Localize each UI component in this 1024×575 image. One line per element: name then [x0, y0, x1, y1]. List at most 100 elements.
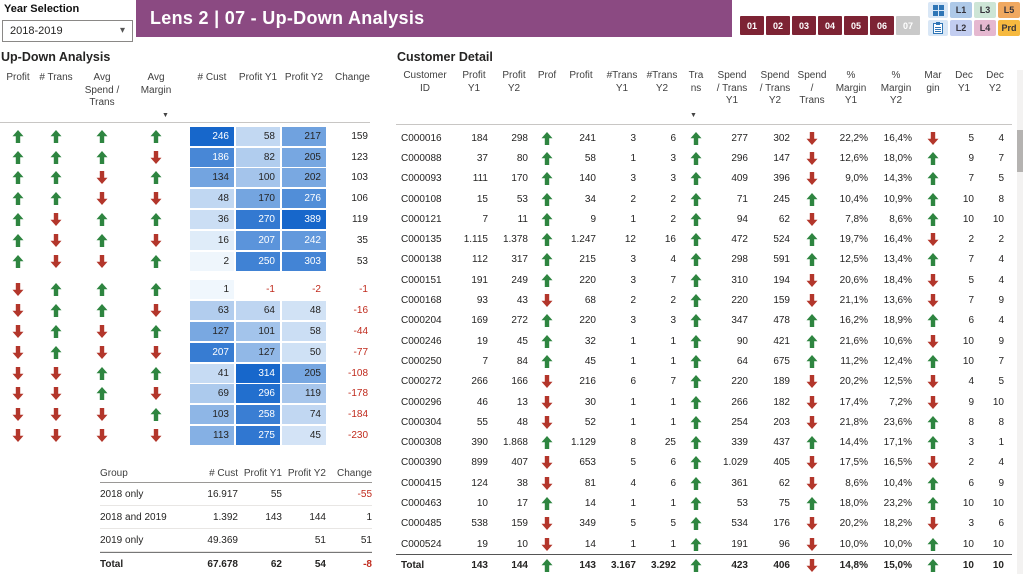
table-row[interactable]: C000272 266 166 216 6 7 220 189 20,2% 12,5% 4 5 [396, 372, 1012, 392]
table-row[interactable]: C000121 7 11 9 1 2 94 62 7,8% 8,6% 10 10 [396, 209, 1012, 229]
up-arrow [682, 537, 710, 551]
table-row[interactable]: C000108 15 53 34 2 2 71 245 10,4% 10,9% 10 8 [396, 189, 1012, 209]
year-selection-dropdown[interactable]: 2018-2019 ▾ [2, 20, 133, 42]
up-arrow-icon [927, 496, 939, 510]
filter-icon[interactable]: ▼ [690, 112, 697, 119]
cell: 34 [584, 193, 596, 205]
up-arrow [682, 172, 710, 186]
table-row[interactable]: C000093 111 170 140 3 3 409 396 9,0% 14,3% 7 5 [396, 169, 1012, 189]
table-row[interactable]: C000415 124 38 81 4 6 361 62 8,6% 10,4% 6 9 [396, 473, 1012, 493]
table-row[interactable]: C000204 169 272 220 3 3 347 478 16,2% 18,9% 6 4 [396, 311, 1012, 331]
up-arrow [682, 395, 710, 409]
up-arrow-icon [541, 496, 553, 510]
table-row[interactable]: C000135 1.115 1.378 1.247 12 16 472 524 19,7% 16,… [396, 229, 1012, 249]
table-grid-icon-button[interactable] [928, 2, 948, 18]
summary-row[interactable]: 2018 only 16.917 55 -55 [100, 483, 372, 506]
down-arrow [36, 233, 76, 247]
page-button-01[interactable]: 01 [740, 16, 764, 35]
quick-nav-L2[interactable]: L2 [950, 20, 972, 36]
cell: 18,0% [883, 152, 912, 164]
y1-cell: 314 [236, 363, 280, 383]
quick-nav-Prd[interactable]: Prd [998, 20, 1020, 36]
up-arrow [76, 129, 128, 143]
page-button-05[interactable]: 05 [844, 16, 868, 35]
table-row[interactable]: C000304 55 48 52 1 1 254 203 21,8% 23,6% 8 8 [396, 412, 1012, 432]
table-row[interactable]: C000088 37 80 58 1 3 296 147 12,6% 18,0% 9 7 [396, 148, 1012, 168]
page-button-07[interactable]: 07 [896, 16, 920, 35]
table-row[interactable]: C000296 46 13 30 1 1 266 182 17,4% 7,2% 9 10 [396, 392, 1012, 412]
table-row[interactable]: C000390 899 407 653 5 6 1.029 405 17,5% 16,5% 2 4 [396, 453, 1012, 473]
cell: 8,6% [889, 213, 912, 225]
table-row[interactable]: C000138 112 317 215 3 4 298 591 12,5% 13,4% 7 4 [396, 250, 1012, 270]
filter-icon[interactable]: ▼ [162, 112, 169, 119]
updown-col-header: Avg Spend / Trans [84, 72, 120, 108]
up-arrow [36, 129, 76, 143]
scrollbar[interactable] [1017, 70, 1023, 574]
table-row[interactable]: 207 127 50 -77 [0, 342, 370, 363]
customer-detail-panel: Customer Detail Customer ID Profit Y1 Prof… [396, 46, 1024, 574]
table-row[interactable]: 69 296 119 -178 [0, 384, 370, 405]
cell: 5 [968, 132, 974, 144]
y1-cell: 64 [236, 301, 280, 321]
table-row[interactable]: 127 101 58 -44 [0, 321, 370, 342]
page-button-02[interactable]: 02 [766, 16, 790, 35]
table-row[interactable]: C000485 538 159 349 5 5 534 176 20,2% 18,2% 3 6 [396, 514, 1012, 534]
table-row[interactable]: C000246 19 45 32 1 1 90 421 21,6% 10,6% 10 9 [396, 331, 1012, 351]
table-row[interactable]: 48 170 276 106 [0, 188, 370, 209]
up-arrow-icon [690, 476, 702, 490]
table-row[interactable]: 63 64 48 -16 [0, 300, 370, 321]
table-row[interactable]: C000168 93 43 68 2 2 220 159 21,1% 13,6% 7 9 [396, 290, 1012, 310]
customer-col-header: #Trans Y1 [606, 70, 638, 94]
cell: 68 [584, 295, 596, 307]
table-row[interactable]: C000463 10 17 14 1 1 53 75 18,0% 23,2% 10 10 [396, 493, 1012, 513]
down-arrow [36, 408, 76, 422]
table-row[interactable]: C000151 191 249 220 3 7 310 194 20,6% 18,4% 5 4 [396, 270, 1012, 290]
cell: 16,4% [883, 234, 912, 246]
page-button-03[interactable]: 03 [792, 16, 816, 35]
table-row[interactable]: 1 -1 -2 -1 [0, 280, 370, 301]
change-cell: 35 [356, 234, 368, 246]
summary-row[interactable]: 2018 and 2019 1.392 143 144 1 [100, 506, 372, 529]
quick-nav-L4[interactable]: L4 [974, 20, 996, 36]
quick-nav-L5[interactable]: L5 [998, 2, 1020, 18]
cell: 10 [516, 538, 528, 550]
page-button-04[interactable]: 04 [818, 16, 842, 35]
cell: 6 [670, 477, 676, 489]
table-row[interactable]: 113 275 45 -230 [0, 425, 370, 446]
cell: 45 [516, 335, 528, 347]
up-arrow [36, 325, 76, 339]
table-row[interactable]: 2 250 303 53 [0, 251, 370, 272]
table-row[interactable]: C000016 184 298 241 3 6 277 302 22,2% 16,4% 5 4 [396, 128, 1012, 148]
clipboard-icon-button[interactable] [928, 20, 948, 36]
table-row[interactable]: 36 270 389 119 [0, 209, 370, 230]
table-row[interactable]: 103 258 74 -184 [0, 404, 370, 425]
cell: 10 [992, 538, 1004, 550]
table-row[interactable]: C000250 7 84 45 1 1 64 675 11,2% 12,4% 10 7 [396, 351, 1012, 371]
up-arrow [128, 254, 184, 268]
cell: 7 [968, 254, 974, 266]
table-row[interactable]: 186 82 205 123 [0, 147, 370, 168]
down-arrow [534, 375, 560, 389]
cell: 112 [472, 254, 488, 266]
up-arrow [534, 354, 560, 368]
up-arrow-icon [927, 314, 939, 328]
table-row[interactable]: 246 58 217 159 [0, 126, 370, 147]
cell: 2 [670, 193, 676, 205]
table-row[interactable]: 134 100 202 103 [0, 168, 370, 189]
down-arrow-icon [150, 429, 162, 443]
cell: 266 [471, 376, 488, 388]
cell: 14,3% [883, 173, 912, 185]
table-row[interactable]: C000308 390 1.868 1.129 8 25 339 437 14,4% 17,1% 3… [396, 432, 1012, 452]
cell: 71 [736, 193, 748, 205]
up-arrow [918, 172, 948, 186]
summary-row[interactable]: Total 67.678 62 54 -8 [100, 552, 372, 575]
table-row[interactable]: C000524 19 10 14 1 1 191 96 10,0% 10,0% 10 10 [396, 534, 1012, 554]
summary-row[interactable]: 2019 only 49.369 51 51 [100, 529, 372, 552]
quick-nav-L3[interactable]: L3 [974, 2, 996, 18]
scrollbar-thumb[interactable] [1017, 130, 1023, 172]
quick-nav-L1[interactable]: L1 [950, 2, 972, 18]
table-row[interactable]: 41 314 205 -108 [0, 363, 370, 384]
table-row[interactable]: 16 207 242 35 [0, 230, 370, 251]
page-button-06[interactable]: 06 [870, 16, 894, 35]
up-arrow [76, 283, 128, 297]
